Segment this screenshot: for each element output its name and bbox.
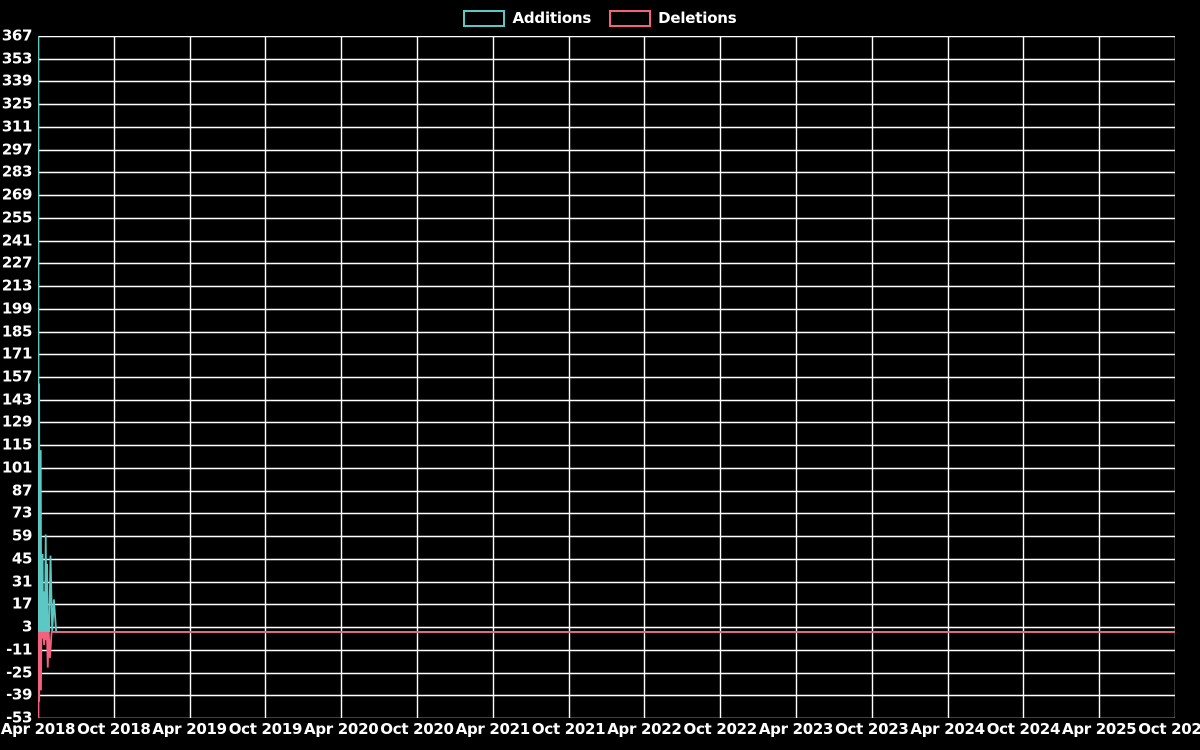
y-tick-label: -39 <box>6 685 32 704</box>
y-tick-label: 213 <box>1 276 33 295</box>
y-tick-label: 59 <box>11 526 32 545</box>
x-tick-label: Apr 2019 <box>152 720 227 738</box>
y-tick-label: 157 <box>1 367 33 386</box>
x-tick-label: Apr 2023 <box>758 720 834 738</box>
y-tick-label: 115 <box>1 435 33 454</box>
x-tick-label: Oct 2025 <box>1138 720 1200 738</box>
x-tick-label: Apr 2025 <box>1062 720 1137 738</box>
x-tick-label: Oct 2023 <box>835 720 909 738</box>
y-tick-label: 227 <box>1 253 33 272</box>
y-tick-label: 283 <box>1 162 33 181</box>
y-tick-label: 255 <box>1 208 33 227</box>
y-tick-label: 73 <box>11 503 32 522</box>
y-tick-label: -25 <box>6 663 32 682</box>
y-tick-label: 241 <box>1 231 33 250</box>
y-tick-label: -11 <box>6 640 32 659</box>
x-tick-label: Oct 2024 <box>986 720 1061 738</box>
y-tick-label: -53 <box>6 708 32 727</box>
y-tick-label: 3 <box>21 617 32 636</box>
y-tick-label: 17 <box>11 594 32 613</box>
legend-label-additions: Additions <box>512 8 592 27</box>
grid-lines <box>38 36 1175 718</box>
legend-swatch-deletions-icon <box>609 9 652 27</box>
y-tick-label: 269 <box>1 185 33 204</box>
y-tick-label: 31 <box>11 572 32 591</box>
x-tick-label: Apr 2022 <box>607 720 682 738</box>
y-tick-label: 353 <box>1 49 33 68</box>
series-line-deletions <box>38 631 1175 718</box>
legend-label-deletions: Deletions <box>658 8 737 27</box>
y-tick-label: 143 <box>1 390 33 409</box>
x-tick-label: Apr 2020 <box>304 720 379 738</box>
y-tick-label: 171 <box>1 344 33 363</box>
x-tick-label: Oct 2021 <box>531 720 606 738</box>
series-line-additions <box>38 36 1175 633</box>
chart-legend: Additions Deletions <box>0 0 1200 36</box>
legend-entry-additions[interactable]: Additions <box>463 8 592 27</box>
x-tick-label: Apr 2018 <box>0 720 76 738</box>
y-tick-label: 339 <box>1 71 33 90</box>
y-axis-tick-labels: 367 353 339 325 311 297 283 269 255 241 227 213 199 1… <box>0 28 33 725</box>
y-tick-label: 325 <box>1 94 33 113</box>
y-tick-label: 129 <box>1 412 33 431</box>
plot-area <box>38 36 1175 718</box>
y-tick-label: 367 <box>1 26 33 45</box>
x-tick-label: Oct 2020 <box>380 720 454 738</box>
legend-swatch-additions-icon <box>463 9 506 27</box>
x-tick-label: Oct 2022 <box>683 720 757 738</box>
x-tick-label: Oct 2018 <box>77 720 151 738</box>
plot-canvas <box>38 36 1175 718</box>
y-tick-label: 87 <box>11 481 32 500</box>
y-tick-label: 297 <box>1 140 33 159</box>
legend-entry-deletions[interactable]: Deletions <box>609 8 737 27</box>
y-tick-label: 199 <box>1 299 33 318</box>
x-axis-tick-labels: Apr 2018 Oct 2018 Apr 2019 Oct 2019 Apr 2020… <box>0 722 1200 750</box>
x-tick-label: Oct 2019 <box>228 720 303 738</box>
y-tick-label: 185 <box>1 322 33 341</box>
x-tick-label: Apr 2021 <box>455 720 531 738</box>
y-tick-label: 45 <box>11 549 32 568</box>
y-tick-label: 101 <box>1 458 33 477</box>
x-tick-label: Apr 2024 <box>910 720 985 738</box>
y-tick-label: 311 <box>1 117 33 136</box>
